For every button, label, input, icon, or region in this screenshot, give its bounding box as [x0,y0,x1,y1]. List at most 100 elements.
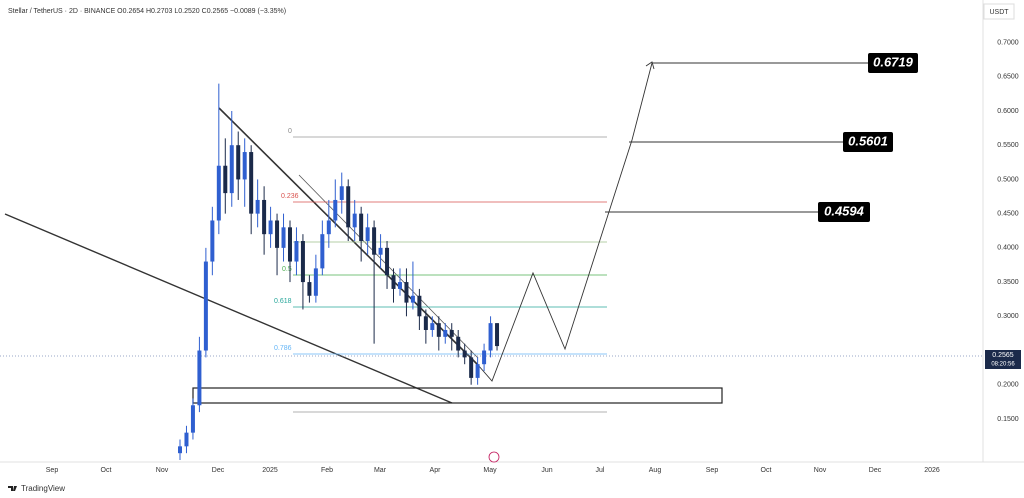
candle-body [262,199,267,235]
fib-label: 0.618 [274,298,292,305]
event-icon[interactable] [488,451,500,463]
target-box [818,202,870,222]
price-tag [985,350,1021,369]
fib-label: 0.786 [274,345,292,352]
y-tick-label: 0.6000 [997,108,1019,115]
candle-body [184,432,189,447]
candle-body [352,213,357,228]
fib-label: 0.5 [282,266,292,273]
candle-body [178,446,182,454]
candle-body [307,282,312,296]
x-tick-label: May [483,467,497,474]
x-tick-label: 2026 [924,467,940,474]
candle-body [216,165,221,221]
demand-zone [192,387,723,404]
candle-body [287,227,292,262]
support-line [4,213,453,404]
candle-body [242,152,247,180]
x-tick-label: 2025 [262,467,278,474]
candle-body [229,145,234,194]
currency: USDT [989,9,1009,16]
x-tick-label: Nov [156,467,169,474]
header: Stellar / TetherUS · 2D · BINANCE O0.265… [8,8,286,15]
candle-body [326,220,331,235]
candle-body [249,152,254,214]
x-tick-label: Mar [374,467,387,474]
candle-body [391,275,396,289]
candle-body [423,316,428,330]
target-label: 0.4594 [824,203,865,218]
y-tick-label: 0.4500 [997,210,1019,217]
x-tick-label: Feb [321,467,333,474]
y-tick-label: 0.6500 [997,74,1019,81]
x-tick-label: Apr [430,467,442,474]
x-tick-label: Dec [869,467,882,474]
candle-body [300,241,305,283]
price-tag-label: 0.2565 [992,352,1014,359]
target-box [868,53,918,73]
candle-body [346,186,351,228]
x-tick-label: Aug [649,467,662,474]
x-tick-label: Oct [101,467,112,474]
candle-body [417,295,422,317]
candle-body [210,220,215,262]
candle-body [372,227,377,255]
candle-body [197,350,202,406]
x-tick-label: Sep [46,467,59,474]
candle-body [320,234,325,269]
y-tick-label: 0.7000 [997,39,1019,46]
candle-body [482,350,487,365]
candle-body [339,186,344,200]
target-box [843,132,893,152]
candle-body [190,405,195,433]
y-tick-label: 0.5000 [997,176,1019,183]
candle-body [268,220,273,235]
candle-body [430,323,435,330]
y-tick-label: 0.5500 [997,142,1019,149]
y-tick-label: 0.3000 [997,313,1019,320]
candle-body [223,165,228,194]
candle-body [475,364,480,378]
y-tick-label: 0.4000 [997,245,1019,252]
fib-label: 0 [288,128,292,135]
y-tick-label: 0.2000 [997,382,1019,389]
projection-path [477,62,653,382]
x-tick-label: Dec [212,467,225,474]
candle-body [281,227,286,248]
candle-body [378,247,383,255]
candle-body [236,145,241,180]
candle-body [449,329,454,337]
x-tick-label: Nov [814,467,827,474]
countdown: 08:20:56 [991,362,1015,368]
y-tick-label: 0.1500 [997,416,1019,423]
candle-body [456,336,461,351]
currency-box[interactable] [983,3,1015,20]
target-label: 0.6719 [873,54,914,69]
candle-body [436,323,441,337]
arrow-head [645,61,655,70]
candle-body [495,323,500,347]
candle-body [255,199,260,214]
y-tick-label: 0.3500 [997,279,1019,286]
x-tick-label: Sep [706,467,719,474]
candle-body [488,323,493,351]
brand-logo [8,486,17,491]
candle-body [462,350,467,358]
candle-body [404,282,409,303]
target-label: 0.5601 [848,133,888,148]
candle-body [385,247,390,276]
candle-body [313,268,318,296]
candle-body [469,357,474,378]
candle-body [294,241,299,262]
x-tick-label: Jun [541,467,552,474]
drawings [0,61,983,413]
brand: TradingView [21,484,65,493]
candle-body [410,295,415,303]
x-tick-label: Oct [761,467,772,474]
candle-body [397,282,402,289]
fib-label: 0.236 [281,193,299,200]
x-tick-label: Jul [596,467,605,474]
candle-body [359,213,364,242]
